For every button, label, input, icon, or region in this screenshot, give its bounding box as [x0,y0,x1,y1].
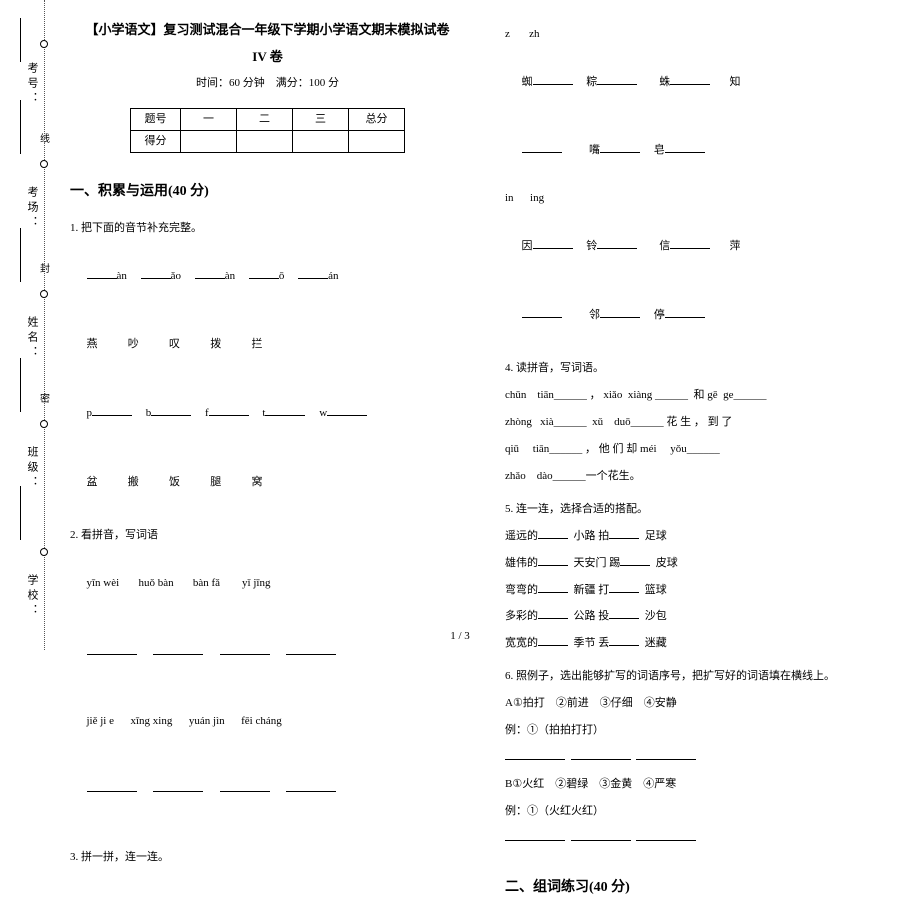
binding-circle [40,548,48,556]
q4-l4: zhǎo dào______一个花生。 [505,466,900,487]
q2-stem: 2. 看拼音，写词语 [70,525,465,546]
score-cell: 总分 [349,109,405,131]
q5-row: 雄伟的 天安门 踢 皮球 [505,553,900,574]
binding-underline [20,486,21,540]
q3r-head1: z zh [505,24,900,45]
q3r-row2: 因 铃 信 萍 [505,215,900,278]
q2-row2: jiě ji e xīng xing yuán jìn fēi cháng [70,690,465,753]
exam-subtitle: IV 卷 [70,45,465,70]
q1-hanzi-row2: 盆 搬 饭 腿 窝 [70,451,465,514]
q4-stem: 4. 读拼音，写词语。 [505,358,900,379]
q1-pinyin-row: àn ǎo àn ō án [70,245,465,308]
q6-ga: A①拍打 ②前进 ③仔细 ④安静 [505,693,900,714]
binding-label-room: 考场： [24,186,40,231]
q2-blank2 [70,758,465,821]
q5-row: 多彩的 公路 投 沙包 [505,606,900,627]
binding-strip: 线 封 密 考号： 考场： 姓名： 班级： 学校： [0,0,66,650]
score-cell: 二 [237,109,293,131]
q3r-row2b: 邻 停 [505,284,900,347]
binding-char: 密 [40,390,50,405]
section-heading-2: 二、组词练习(40 分) [505,875,900,901]
right-column: z zh 蜘 粽 蛛 知 嘴 皂 in ing 因 铃 信 萍 邻 停 4. 读… [505,18,900,618]
q3r-head2: in ing [505,188,900,209]
binding-label-name: 姓名： [24,316,40,361]
score-cell: 三 [293,109,349,131]
q1-hanzi-row1: 燕 吵 叹 拨 拦 [70,313,465,376]
q6-blank-a [505,747,900,768]
score-cell: 一 [181,109,237,131]
binding-underline [20,100,21,154]
q4-l2: zhòng xià______ xǔ duō______ 花 生 ， 到 了 [505,412,900,433]
q5-row: 弯弯的 新疆 打 篮球 [505,580,900,601]
q6-stem: 6. 照例子，选出能够扩写的词语序号，把扩写好的词语填在横线上。 [505,666,900,687]
left-column: 【小学语文】复习测试混合一年级下学期小学语文期末模拟试卷 IV 卷 时间：60 … [70,18,465,618]
score-cell [181,131,237,153]
q5-stem: 5. 连一连，选择合适的搭配。 [505,499,900,520]
q6-blank-b [505,828,900,849]
score-cell [293,131,349,153]
exam-title: 【小学语文】复习测试混合一年级下学期小学语文期末模拟试卷 [70,18,465,43]
binding-underline [20,228,21,282]
score-cell [349,131,405,153]
score-cell: 题号 [131,109,181,131]
q4-l3: qiū tiān______ ， 他 们 却 méi yǒu______ [505,439,900,460]
binding-label-class: 班级： [24,446,40,491]
q4-l1: chūn tiān______ ， xiǎo xiàng ______ 和 gē… [505,385,900,406]
score-cell [237,131,293,153]
q2-row1: yīn wèi huǒ bàn bàn fǎ yǐ jīng [70,552,465,615]
q1-letters-row: p b f t w [70,382,465,445]
binding-circle [40,290,48,298]
binding-underline [20,358,21,412]
binding-circle [40,420,48,428]
binding-underline [20,18,21,62]
q1-stem: 1. 把下面的音节补充完整。 [70,218,465,239]
page-body: 【小学语文】复习测试混合一年级下学期小学语文期末模拟试卷 IV 卷 时间：60 … [70,18,900,618]
exam-timing: 时间：60 分钟 满分：100 分 [70,73,465,94]
binding-char: 线 [40,130,50,145]
q3-stem: 3. 拼一拼，连一连。 [70,847,465,868]
binding-label-school: 学校： [24,574,40,619]
score-cell: 得分 [131,131,181,153]
q6-gb: B①火红 ②碧绿 ③金黄 ④严寒 [505,774,900,795]
q3r-row1: 蜘 粽 蛛 知 [505,51,900,114]
section-heading-1: 一、积累与运用(40 分) [70,179,465,206]
binding-char: 封 [40,260,50,275]
q6-ea: 例：①（拍拍打打） [505,720,900,741]
binding-circle [40,40,48,48]
score-table: 题号 一 二 三 总分 得分 [130,108,405,153]
q3r-row1b: 嘴 皂 [505,120,900,183]
q6-eb: 例：①（火红火红） [505,801,900,822]
binding-circle [40,160,48,168]
page-number: 1 / 3 [0,630,920,642]
q5-row: 遥远的 小路 拍 足球 [505,526,900,547]
binding-label-examno: 考号： [24,62,40,107]
